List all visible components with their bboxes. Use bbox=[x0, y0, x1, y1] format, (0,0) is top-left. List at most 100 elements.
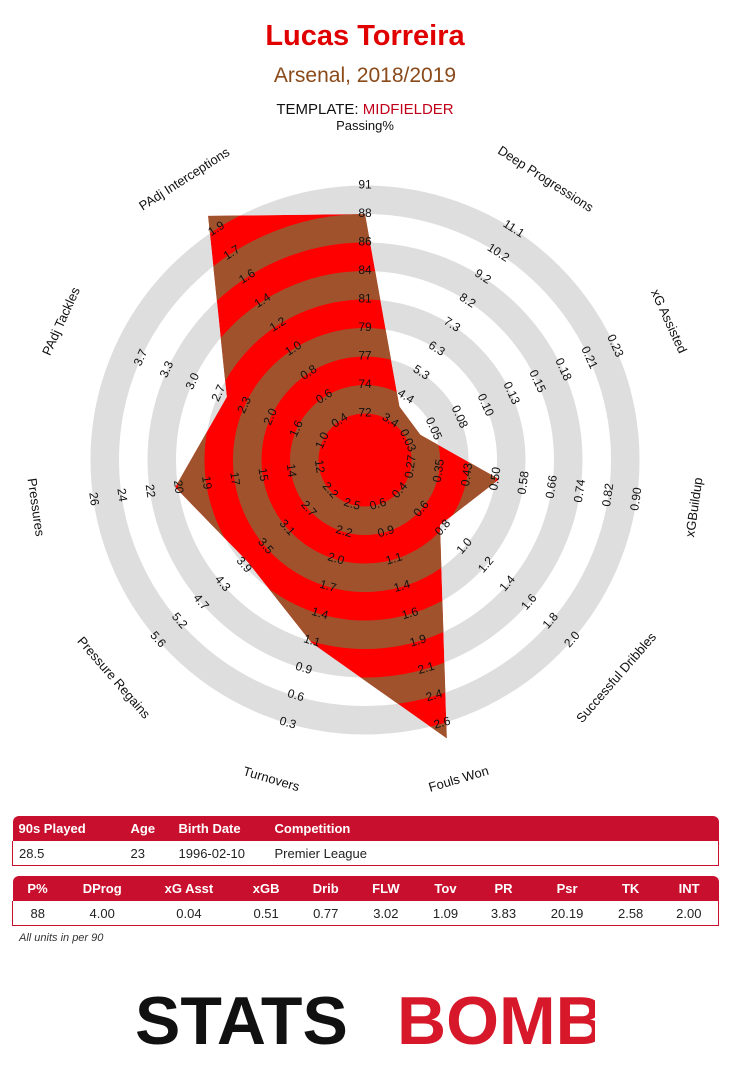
logo-text-stats: STATS bbox=[135, 984, 348, 1054]
tick-label: 1.4 bbox=[392, 577, 412, 595]
tick-label: 2.0 bbox=[260, 406, 280, 427]
tick-label: 26 bbox=[86, 491, 102, 507]
tick-label: 20 bbox=[171, 479, 187, 495]
axis-label: xG Assisted bbox=[648, 287, 690, 356]
tick-label: 77 bbox=[358, 349, 372, 363]
stat-cell-tk: 2.58 bbox=[601, 901, 660, 926]
tick-label: 3.7 bbox=[131, 347, 151, 368]
tick-label: 84 bbox=[358, 263, 372, 277]
tick-label: 0.3 bbox=[278, 714, 298, 732]
tick-label: 0.35 bbox=[430, 458, 447, 483]
tick-label: 2.0 bbox=[326, 549, 346, 567]
tick-label: 1.9 bbox=[408, 631, 428, 649]
stat-cell-p: 88 bbox=[11, 901, 63, 926]
radar-chart: 727477798184868891Passing%3.44.45.36.37.… bbox=[25, 118, 706, 795]
stat-header-dprog: DProg bbox=[62, 876, 142, 901]
stat-header-drib: Drib bbox=[296, 876, 356, 901]
units-note: All units in per 90 bbox=[19, 932, 104, 944]
stat-header-xgb: xGB bbox=[236, 876, 297, 901]
template-label: TEMPLATE: bbox=[276, 101, 359, 118]
tick-label: 1.1 bbox=[302, 631, 322, 649]
tick-label: 0.9 bbox=[376, 522, 396, 540]
tick-label: 86 bbox=[358, 235, 372, 249]
info-header-90s: 90s Played bbox=[12, 816, 125, 841]
tick-label: 0.82 bbox=[599, 482, 616, 507]
tick-label: 22 bbox=[143, 483, 159, 499]
tick-label: 14 bbox=[284, 463, 300, 479]
tick-label: 72 bbox=[358, 406, 372, 420]
table-row: 28.5 23 1996-02-10 Premier League bbox=[12, 841, 719, 866]
tick-label: 81 bbox=[358, 292, 372, 306]
stat-cell-dprog: 4.00 bbox=[62, 901, 142, 926]
stat-header-flw: FLW bbox=[355, 876, 417, 901]
tick-label: 1.1 bbox=[384, 549, 404, 567]
stat-header-pr: PR bbox=[474, 876, 533, 901]
tick-label: 2.5 bbox=[342, 495, 362, 513]
tick-label: 19 bbox=[199, 475, 215, 491]
info-cell-age: 23 bbox=[124, 841, 173, 866]
tick-label: 0.58 bbox=[514, 470, 531, 495]
stat-header-xgasst: xG Asst bbox=[141, 876, 237, 901]
stat-header-psr: Psr bbox=[532, 876, 602, 901]
stats-table: P% DProg xG Asst xGB Drib FLW Tov PR Psr… bbox=[11, 876, 719, 926]
axis-label: Deep Progressions bbox=[495, 143, 597, 216]
polygon-band bbox=[290, 385, 440, 535]
stat-cell-xgasst: 0.04 bbox=[141, 901, 237, 926]
stat-header-p: P% bbox=[12, 876, 63, 901]
tick-label: 0.6 bbox=[368, 495, 388, 513]
stat-cell-psr: 20.19 bbox=[532, 901, 602, 926]
tick-label: 0.9 bbox=[294, 659, 314, 677]
template-line: TEMPLATE: MIDFIELDER bbox=[0, 101, 730, 118]
axis-label: Turnovers bbox=[241, 763, 301, 794]
tick-label: 12 bbox=[312, 459, 328, 475]
grid-ring bbox=[90, 185, 640, 735]
tick-label: 2.2 bbox=[334, 522, 354, 540]
tick-label: 91 bbox=[358, 178, 372, 192]
axis-label: Fouls Won bbox=[427, 763, 491, 795]
tick-label: 3.3 bbox=[157, 358, 177, 379]
info-header-birth: Birth Date bbox=[172, 816, 269, 841]
stat-cell-pr: 3.83 bbox=[474, 901, 533, 926]
tick-label: 3.0 bbox=[183, 370, 203, 391]
tick-label: 0.6 bbox=[286, 686, 306, 704]
info-header-competition: Competition bbox=[268, 816, 719, 841]
stat-header-int: INT bbox=[659, 876, 719, 901]
statsbomb-logo: STATS BOMB bbox=[135, 984, 595, 1054]
tick-label: 2.4 bbox=[424, 686, 444, 704]
tick-label: 2.1 bbox=[416, 659, 436, 677]
stat-cell-int: 2.00 bbox=[659, 901, 719, 926]
table-row: 88 4.00 0.04 0.51 0.77 3.02 1.09 3.83 20… bbox=[11, 901, 719, 926]
stat-cell-drib: 0.77 bbox=[296, 901, 356, 926]
axis-label: Pressure Regains bbox=[74, 634, 153, 722]
polygon-fill bbox=[175, 214, 500, 739]
axis-label: PAdj Interceptions bbox=[136, 144, 232, 213]
info-header-age: Age bbox=[124, 816, 173, 841]
tick-label: 2.3 bbox=[234, 394, 254, 415]
info-table: 90s Played Age Birth Date Competition 28… bbox=[12, 816, 719, 866]
tick-label: 0.27 bbox=[402, 454, 419, 479]
tick-label: 1.6 bbox=[286, 418, 306, 439]
tick-label: 24 bbox=[114, 487, 130, 503]
tick-label: 0.66 bbox=[543, 474, 560, 499]
tick-label: 15 bbox=[256, 467, 272, 483]
axis-label: PAdj Tackles bbox=[39, 284, 83, 357]
stat-cell-flw: 3.02 bbox=[355, 901, 417, 926]
tick-label: 2.6 bbox=[432, 713, 452, 731]
stat-header-tov: Tov bbox=[416, 876, 475, 901]
tick-label: 1.6 bbox=[400, 604, 420, 622]
info-cell-competition: Premier League bbox=[268, 841, 719, 866]
tick-label: 1.4 bbox=[310, 604, 330, 622]
axis-label: Pressures bbox=[25, 477, 48, 538]
tick-label: 17 bbox=[227, 471, 243, 487]
tick-label: 1.7 bbox=[318, 577, 338, 595]
tick-label: 0.43 bbox=[458, 462, 475, 487]
template-value: MIDFIELDER bbox=[362, 101, 454, 118]
axis-label: xGBuildup bbox=[682, 476, 705, 538]
info-cell-90s: 28.5 bbox=[12, 841, 125, 866]
tick-label: 0.74 bbox=[571, 478, 588, 503]
info-cell-birth: 1996-02-10 bbox=[172, 841, 269, 866]
tick-label: 79 bbox=[358, 320, 372, 334]
axis-label: Passing% bbox=[336, 118, 394, 133]
tick-label: 0.90 bbox=[627, 486, 644, 511]
tick-label: 0.50 bbox=[486, 466, 503, 491]
